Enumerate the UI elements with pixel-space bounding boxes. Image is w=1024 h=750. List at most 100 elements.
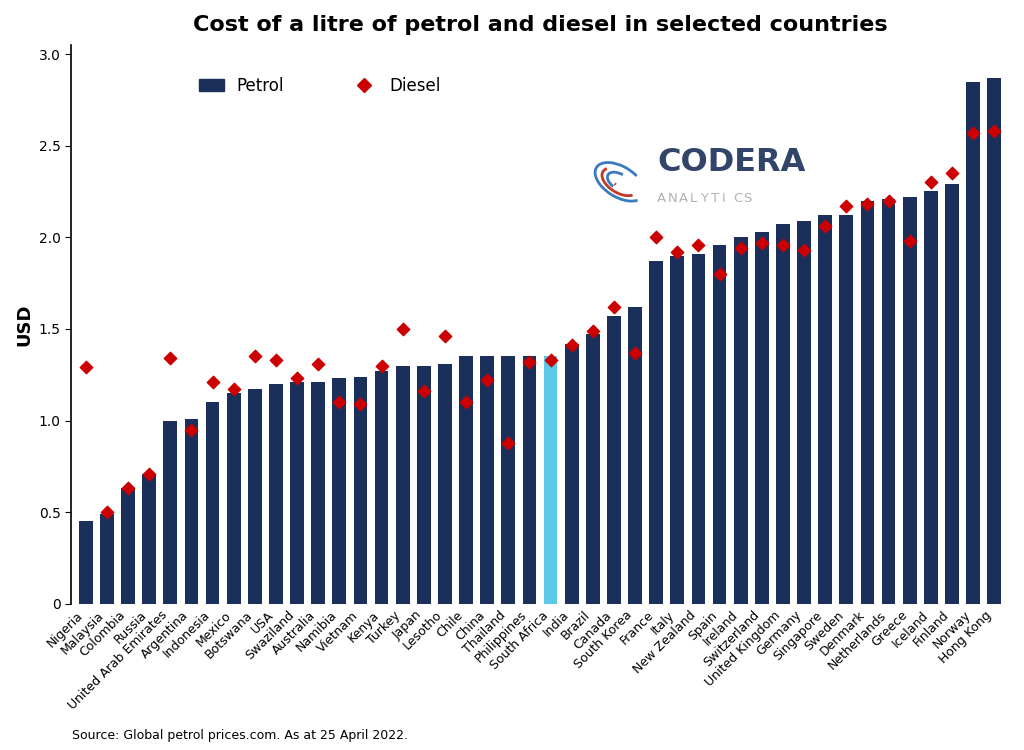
Point <box>416 386 432 398</box>
Bar <box>860 201 874 604</box>
Bar <box>713 244 726 604</box>
Bar <box>776 224 790 604</box>
Bar <box>544 356 557 604</box>
Bar <box>396 365 410 604</box>
Point <box>690 238 707 250</box>
Point <box>732 242 749 254</box>
Point <box>374 359 390 371</box>
Point <box>205 376 221 388</box>
Point <box>458 396 474 408</box>
Text: Y: Y <box>700 192 709 205</box>
Point <box>838 200 854 212</box>
Point <box>901 235 918 247</box>
Bar <box>100 514 114 604</box>
Bar <box>798 220 811 604</box>
Bar <box>375 371 388 604</box>
Text: T: T <box>712 192 719 205</box>
Point <box>436 330 453 342</box>
Bar <box>269 384 283 604</box>
Point <box>986 125 1002 137</box>
Bar <box>649 261 664 604</box>
Bar <box>903 197 916 604</box>
Text: I: I <box>722 192 726 205</box>
Point <box>352 398 369 410</box>
Bar <box>607 316 621 604</box>
Bar <box>734 237 748 604</box>
Bar <box>353 376 368 604</box>
Point <box>183 424 200 436</box>
Point <box>267 354 284 366</box>
Point <box>141 468 158 480</box>
Bar <box>438 364 452 604</box>
Point <box>923 176 939 188</box>
Bar <box>565 344 579 604</box>
Bar <box>502 356 515 604</box>
Text: CODERA: CODERA <box>657 147 806 178</box>
Point <box>669 246 685 258</box>
Bar <box>522 356 537 604</box>
Point <box>606 301 623 313</box>
Bar <box>142 474 156 604</box>
Bar <box>290 382 304 604</box>
Point <box>500 436 516 448</box>
Bar <box>691 254 706 604</box>
Point <box>394 323 411 335</box>
Text: A: A <box>679 192 688 205</box>
Point <box>563 340 580 352</box>
Text: S: S <box>743 192 752 205</box>
Bar <box>121 488 135 604</box>
Point <box>78 362 94 374</box>
Point <box>521 356 538 368</box>
Bar <box>924 191 938 604</box>
Text: L: L <box>689 192 697 205</box>
Point <box>310 358 327 370</box>
Point <box>289 373 305 385</box>
Bar <box>311 382 325 604</box>
Point <box>796 244 812 256</box>
Point <box>98 506 115 518</box>
Bar <box>248 389 262 604</box>
Point <box>627 346 643 358</box>
Text: C: C <box>733 192 742 205</box>
Bar <box>79 521 92 604</box>
Bar <box>184 419 199 604</box>
Bar <box>671 256 684 604</box>
Point <box>162 352 178 364</box>
Point <box>859 198 876 210</box>
Bar <box>226 393 241 604</box>
Point <box>247 350 263 362</box>
Point <box>817 220 834 232</box>
Bar <box>755 232 769 604</box>
Point <box>543 354 559 366</box>
Bar <box>333 379 346 604</box>
Bar <box>840 215 853 604</box>
Text: Source: Global petrol prices.com. As at 25 April 2022.: Source: Global petrol prices.com. As at … <box>72 730 408 742</box>
Bar <box>628 307 642 604</box>
Point <box>775 238 792 250</box>
Bar <box>480 356 494 604</box>
Bar <box>459 356 473 604</box>
Point <box>944 167 961 179</box>
Bar <box>818 215 833 604</box>
Y-axis label: USD: USD <box>15 303 33 346</box>
Text: A: A <box>657 192 667 205</box>
Point <box>585 325 601 337</box>
Point <box>881 195 897 207</box>
Point <box>754 237 770 249</box>
Bar <box>417 365 431 604</box>
Point <box>120 482 136 494</box>
Point <box>965 127 981 139</box>
Title: Cost of a litre of petrol and diesel in selected countries: Cost of a litre of petrol and diesel in … <box>193 15 888 35</box>
Point <box>331 396 347 408</box>
Point <box>479 374 496 386</box>
Bar <box>206 402 219 604</box>
Bar <box>586 334 600 604</box>
Legend: Petrol, Diesel: Petrol, Diesel <box>191 70 447 101</box>
Bar <box>945 184 958 604</box>
Bar <box>987 78 1001 604</box>
Point <box>648 231 665 243</box>
Text: N: N <box>668 192 678 205</box>
Bar <box>882 199 895 604</box>
Bar <box>967 82 980 604</box>
Point <box>225 383 242 395</box>
